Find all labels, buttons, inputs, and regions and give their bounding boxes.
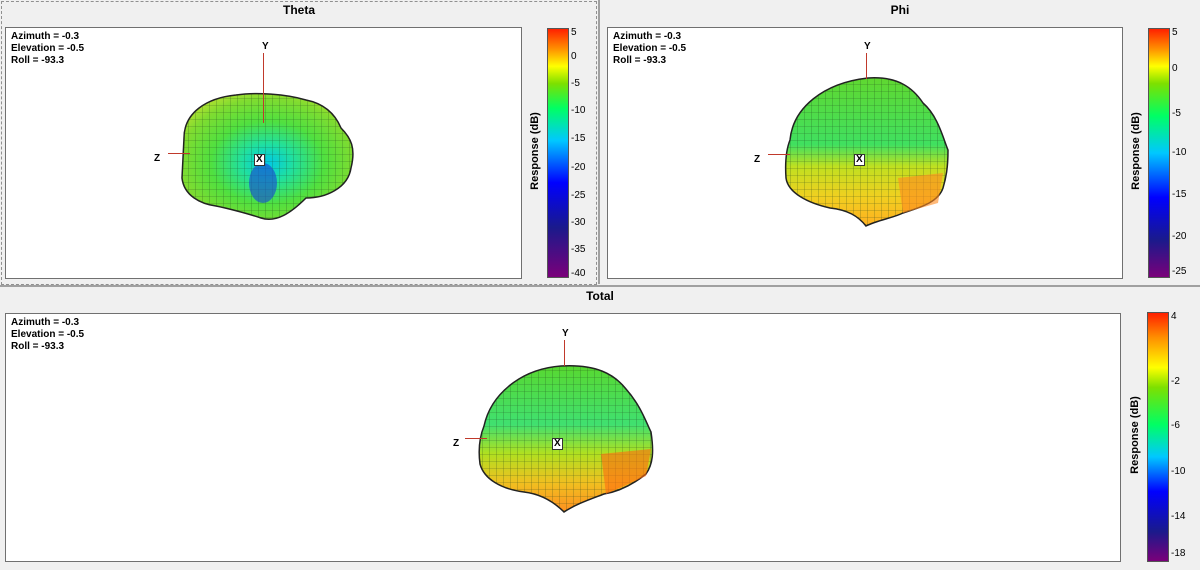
total-panel: Total Azimuth = -0.3 Elevation = -0.5 Ro… <box>0 288 1200 570</box>
theta-title: Theta <box>282 3 315 17</box>
phi-y-axis-label: Y <box>864 41 871 52</box>
phi-cb-tick: -10 <box>1172 147 1187 158</box>
horizontal-splitter[interactable] <box>0 285 1200 287</box>
total-colorbar-label: Response (dB) <box>1129 396 1141 474</box>
theta-z-axis-label: Z <box>154 153 161 164</box>
phi-plot-area[interactable]: Azimuth = -0.3 Elevation = -0.5 Roll = -… <box>607 27 1123 279</box>
theta-cb-tick: 0 <box>571 51 577 62</box>
total-cb-tick: -10 <box>1171 466 1186 477</box>
total-colorbar <box>1147 312 1169 562</box>
theta-cb-tick: -20 <box>571 162 586 173</box>
elevation-readout: Elevation = -0.5 <box>11 329 85 340</box>
total-y-axis-label: Y <box>562 328 569 339</box>
phi-x-axis-label: X <box>854 154 865 166</box>
theta-colorbar <box>547 28 569 278</box>
phi-z-axis-label: Z <box>754 154 761 165</box>
total-y-axis-line <box>564 340 565 366</box>
roll-readout: Roll = -93.3 <box>11 55 65 66</box>
vertical-splitter[interactable] <box>598 0 600 284</box>
theta-y-axis-label: Y <box>262 41 269 52</box>
theta-3d-pattern[interactable] <box>6 28 521 278</box>
phi-panel: Phi Azimuth = -0.3 Elevation = -0.5 Roll… <box>600 0 1200 284</box>
phi-y-axis-line <box>866 53 867 79</box>
theta-colorbar-label: Response (dB) <box>529 112 541 190</box>
total-x-axis-label: X <box>552 438 563 450</box>
theta-x-axis-label: X <box>254 154 265 166</box>
roll-readout: Roll = -93.3 <box>613 55 667 66</box>
total-z-axis-line <box>465 438 487 439</box>
phi-cb-tick: 0 <box>1172 63 1178 74</box>
theta-cb-tick: 5 <box>571 27 577 38</box>
theta-cb-tick: -15 <box>571 133 586 144</box>
theta-cb-tick: -30 <box>571 217 586 228</box>
theta-cb-tick: -5 <box>571 78 580 89</box>
total-title: Total <box>586 289 614 303</box>
azimuth-readout: Azimuth = -0.3 <box>11 317 80 328</box>
azimuth-readout: Azimuth = -0.3 <box>11 31 80 42</box>
phi-colorbar-label: Response (dB) <box>1130 112 1142 190</box>
total-cb-tick: -14 <box>1171 511 1186 522</box>
phi-cb-tick: -20 <box>1172 231 1187 242</box>
phi-3d-pattern[interactable] <box>608 28 1122 278</box>
phi-cb-tick: -5 <box>1172 108 1181 119</box>
azimuth-readout: Azimuth = -0.3 <box>613 31 682 42</box>
total-plot-area[interactable]: Azimuth = -0.3 Elevation = -0.5 Roll = -… <box>5 313 1121 562</box>
total-3d-pattern[interactable] <box>6 314 1120 561</box>
phi-title: Phi <box>890 3 910 17</box>
total-cb-tick: -2 <box>1171 376 1180 387</box>
theta-cb-tick: -40 <box>571 268 586 279</box>
total-cb-tick: -6 <box>1171 420 1180 431</box>
total-cb-tick: 4 <box>1171 311 1177 322</box>
theta-cb-tick: -10 <box>571 105 586 116</box>
roll-readout: Roll = -93.3 <box>11 341 65 352</box>
elevation-readout: Elevation = -0.5 <box>11 43 85 54</box>
phi-cb-tick: -15 <box>1172 189 1187 200</box>
theta-view-info: Azimuth = -0.3 Elevation = -0.5 Roll = -… <box>11 31 84 67</box>
phi-colorbar <box>1148 28 1170 278</box>
phi-cb-tick: 5 <box>1172 27 1178 38</box>
theta-plot-area[interactable]: Azimuth = -0.3 Elevation = -0.5 Roll = -… <box>5 27 522 279</box>
phi-cb-tick: -25 <box>1172 266 1187 277</box>
theta-panel: Theta Azimuth = -0.3 Elevation = -0.5 Ro… <box>0 0 598 285</box>
total-cb-tick: -18 <box>1171 548 1186 559</box>
total-view-info: Azimuth = -0.3 Elevation = -0.5 Roll = -… <box>11 317 84 353</box>
phi-view-info: Azimuth = -0.3 Elevation = -0.5 Roll = -… <box>613 31 686 67</box>
total-z-axis-label: Z <box>453 438 460 449</box>
phi-z-axis-line <box>768 154 790 155</box>
theta-panel-border <box>1 1 597 285</box>
elevation-readout: Elevation = -0.5 <box>613 43 687 54</box>
theta-y-axis-line <box>263 53 264 123</box>
theta-cb-tick: -35 <box>571 244 586 255</box>
theta-cb-tick: -25 <box>571 190 586 201</box>
theta-z-axis-line <box>168 153 190 154</box>
